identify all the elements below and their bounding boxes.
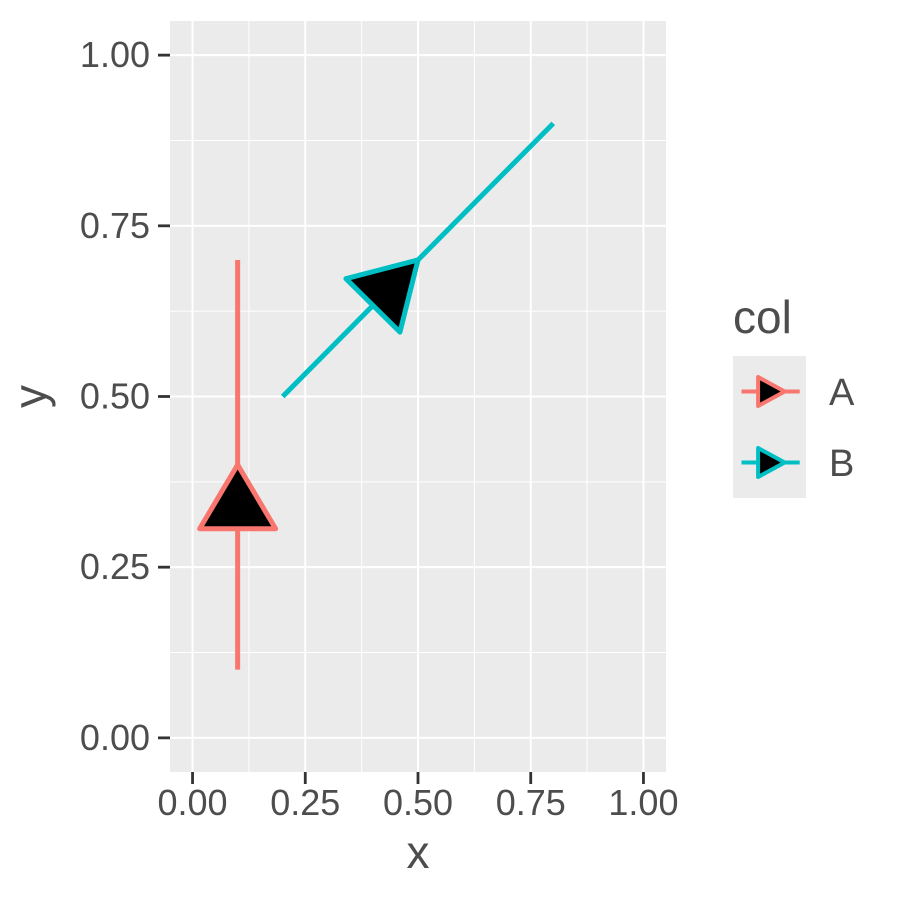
svg-text:0.25: 0.25 bbox=[80, 546, 150, 587]
svg-text:col: col bbox=[733, 291, 792, 343]
svg-text:1.00: 1.00 bbox=[80, 34, 150, 75]
svg-text:0.00: 0.00 bbox=[80, 717, 150, 758]
svg-text:y: y bbox=[4, 385, 56, 408]
svg-text:0.75: 0.75 bbox=[80, 205, 150, 246]
svg-text:0.50: 0.50 bbox=[80, 376, 150, 417]
svg-text:0.00: 0.00 bbox=[158, 782, 228, 823]
svg-text:0.25: 0.25 bbox=[270, 782, 340, 823]
svg-text:0.50: 0.50 bbox=[383, 782, 453, 823]
svg-text:1.00: 1.00 bbox=[608, 782, 678, 823]
svg-text:x: x bbox=[407, 826, 430, 878]
svg-text:B: B bbox=[829, 443, 854, 485]
svg-text:A: A bbox=[829, 372, 855, 414]
svg-text:0.75: 0.75 bbox=[496, 782, 566, 823]
